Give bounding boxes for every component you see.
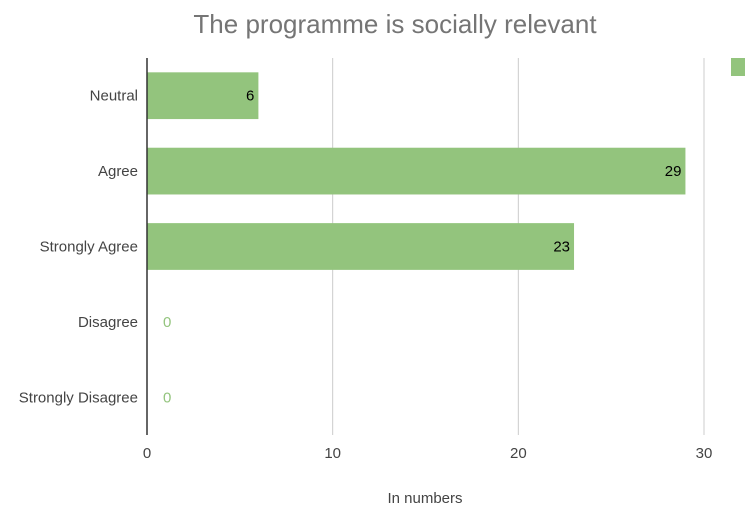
category-label-agree: Agree <box>98 163 138 180</box>
bar-strongly-agree <box>147 223 575 270</box>
labels-layer: Neutral 6 Agree 29 Strongly Agree 23 Disagree 0… <box>19 88 682 407</box>
bars-layer <box>147 72 686 270</box>
bar-agree <box>147 147 686 195</box>
category-label-strongly-disagree: Strongly Disagree <box>19 389 138 406</box>
category-label-neutral: Neutral <box>90 88 138 105</box>
chart-title: The programme is socially relevant <box>193 9 597 39</box>
x-tick-label-0: 0 <box>143 445 151 462</box>
x-tick-label-20: 20 <box>510 445 527 462</box>
x-tick-label-30: 30 <box>696 445 713 462</box>
category-label-disagree: Disagree <box>78 314 138 331</box>
category-label-strongly-agree: Strongly Agree <box>40 239 138 256</box>
data-label-strongly-agree: 23 <box>553 239 570 256</box>
data-label-disagree: 0 <box>163 314 171 331</box>
x-axis-title: In numbers <box>387 490 462 507</box>
data-label-agree: 29 <box>665 163 682 180</box>
x-tick-label-10: 10 <box>324 445 341 462</box>
legend-swatch <box>731 58 745 76</box>
bar-neutral <box>147 72 259 120</box>
data-label-strongly-disagree: 0 <box>163 389 171 406</box>
data-label-neutral: 6 <box>246 88 254 105</box>
ticks-layer: 0 10 20 30 <box>143 445 713 462</box>
